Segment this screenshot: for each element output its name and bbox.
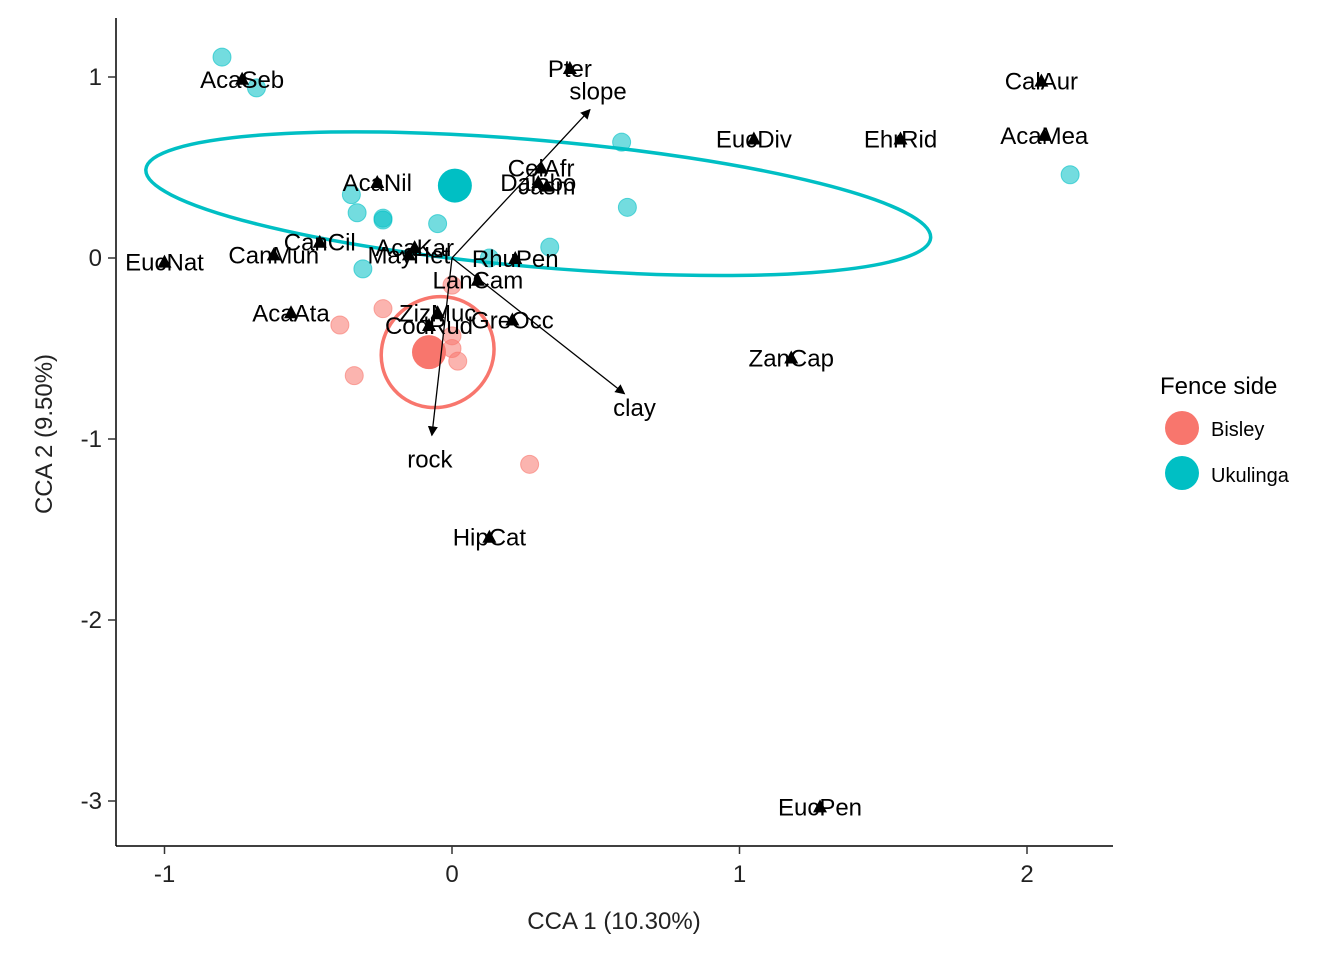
y-tick-label: 1 <box>89 64 102 91</box>
species-label: ZizMuc <box>399 300 476 327</box>
species-label: EhrRid <box>864 127 937 154</box>
site-point-ukulinga <box>347 203 367 223</box>
species-marker <box>531 174 546 188</box>
species-marker <box>401 247 416 261</box>
species-marker <box>235 71 250 85</box>
site-point-ukulinga <box>247 78 266 98</box>
legend-swatch-bisley <box>1165 411 1199 445</box>
site-point-ukulinga <box>212 47 232 67</box>
species-marker <box>784 350 799 364</box>
species-label: CalAur <box>1005 69 1078 96</box>
env-label-slope: slope <box>569 79 626 106</box>
species-label: AcaKar <box>375 235 454 262</box>
site-point-ukulinga <box>428 214 448 234</box>
y-tick-label: -1 <box>81 426 102 453</box>
centroid-ukulinga <box>437 168 472 203</box>
species-scores: AcaSeb Pter CalAur EucDiv EhrRid AcaMea CelAfr… <box>125 56 1089 821</box>
species-label: AcaSeb <box>200 67 284 94</box>
species-label: CanCil <box>284 230 356 257</box>
species-label: MayHet <box>368 242 451 269</box>
species-marker <box>539 178 554 192</box>
legend-swatch-ukulinga <box>1165 456 1199 490</box>
species-marker <box>312 234 327 248</box>
species-marker <box>1037 127 1052 141</box>
site-point-bisley <box>330 315 350 335</box>
y-tick-label: -2 <box>81 607 102 634</box>
species-marker <box>813 799 827 813</box>
x-axis-title: CCA 1 (10.30%) <box>527 908 700 935</box>
species-label: Dalobo <box>500 170 576 197</box>
site-point-ukulinga <box>341 185 361 205</box>
species-marker <box>562 60 577 74</box>
species-marker <box>482 529 497 543</box>
species-label: ZanCap <box>749 346 834 373</box>
species-marker <box>370 174 385 188</box>
group-centroids <box>412 168 472 370</box>
env-label-rock: rock <box>407 446 453 473</box>
site-point-bisley <box>448 351 468 371</box>
species-marker <box>430 305 445 319</box>
y-axis-title: CCA 2 (9.50%) <box>31 354 58 514</box>
env-label-clay: clay <box>613 395 656 422</box>
site-point-bisley <box>373 299 393 319</box>
species-marker <box>534 160 549 174</box>
site-point-ukulinga <box>353 259 373 279</box>
species-marker <box>470 272 485 286</box>
species-marker <box>422 317 436 331</box>
species-label: CanMun <box>228 242 319 269</box>
centroid-bisley <box>412 335 446 370</box>
species-marker <box>505 312 520 326</box>
env-vector-rock <box>427 257 453 437</box>
legend-title: Fence side <box>1160 373 1277 400</box>
site-point-bisley <box>344 366 364 386</box>
legend-label-ukulinga: Ukulinga <box>1211 465 1290 487</box>
species-label: CodRud <box>385 313 473 340</box>
species-label: EucDiv <box>716 127 792 154</box>
species-marker <box>508 251 523 264</box>
ellipse-bisley <box>379 294 496 410</box>
species-marker <box>284 305 298 319</box>
species-label: HipCat <box>453 525 527 552</box>
x-tick-label: 1 <box>733 861 746 888</box>
confidence-ellipses <box>144 130 933 410</box>
site-point-ukulinga <box>479 248 499 268</box>
ellipse-ukulinga <box>144 130 933 278</box>
site-point-bisley <box>442 275 462 295</box>
site-point-ukulinga <box>1060 165 1080 185</box>
species-label: LanCam <box>433 268 524 295</box>
x-tick-label: 0 <box>445 861 458 888</box>
env-vector-slope <box>451 108 591 259</box>
y-tick-label: 0 <box>89 245 102 272</box>
species-marker <box>893 131 908 145</box>
species-label: GreOcc <box>471 308 554 335</box>
site-point-ukulinga <box>373 208 393 228</box>
species-marker <box>1034 73 1049 87</box>
species-marker <box>407 240 422 254</box>
y-tick-label: -3 <box>81 788 102 815</box>
species-marker <box>266 247 281 261</box>
site-point-ukulinga <box>540 237 560 257</box>
legend: Fence side Bisley Ukulinga <box>1160 373 1290 490</box>
site-points <box>212 47 1080 474</box>
legend-label-bisley: Bisley <box>1211 419 1264 441</box>
site-point-ukulinga <box>617 197 637 217</box>
species-label: RhuPen <box>472 246 559 273</box>
species-label: AcaMea <box>1000 123 1089 150</box>
species-marker <box>746 131 761 145</box>
species-label: EucPen <box>778 794 862 821</box>
species-marker <box>157 254 172 268</box>
axes: -1 0 1 2 1 0 -1 -2 -3 <box>81 18 1113 888</box>
x-tick-label: 2 <box>1020 861 1033 888</box>
site-point-bisley <box>520 454 540 474</box>
x-tick-label: -1 <box>154 861 175 888</box>
species-label: Pter <box>548 56 592 83</box>
species-label: EucNat <box>125 250 204 277</box>
species-label: Jasm <box>518 174 575 201</box>
species-label: AcaAta <box>252 300 330 327</box>
species-label: CelAfr <box>508 156 575 183</box>
site-point-ukulinga <box>612 132 632 152</box>
species-label: AcaNil <box>343 170 412 197</box>
